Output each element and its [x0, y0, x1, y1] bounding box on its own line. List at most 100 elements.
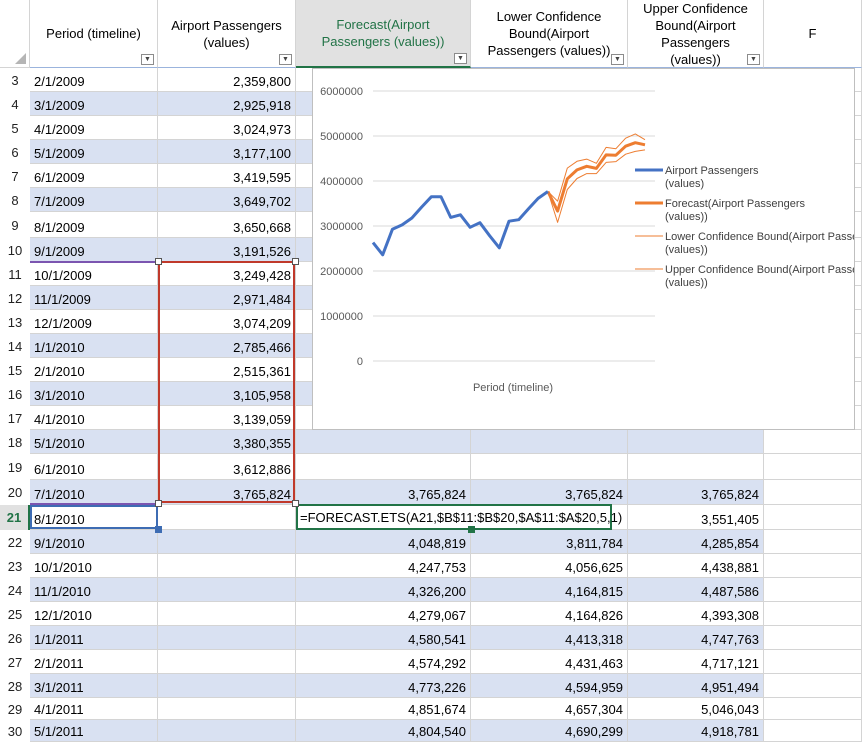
cell-b-row[interactable] — [158, 674, 296, 698]
cell-a-row[interactable]: 12/1/2009 — [30, 310, 158, 334]
cell-a-row[interactable]: 5/1/2010 — [30, 430, 158, 454]
range-handle[interactable] — [155, 526, 162, 533]
cell-d-row[interactable]: 3,765,824 — [471, 480, 628, 505]
cell-c-row[interactable] — [296, 454, 471, 480]
cell-e-row[interactable]: 4,285,854 — [628, 530, 764, 554]
row-header[interactable]: 5 — [0, 116, 30, 140]
cell-b-row[interactable]: 3,074,209 — [158, 310, 296, 334]
cell-d-row[interactable]: 4,164,826 — [471, 602, 628, 626]
fill-handle[interactable] — [468, 526, 475, 533]
header-forecast[interactable]: Forecast(Airport Passengers (values)) ▼ — [296, 0, 471, 68]
forecast-chart[interactable]: 6000000 5000000 4000000 3000000 2000000 10000… — [312, 68, 862, 430]
cell-a-row[interactable]: 5/1/2009 — [30, 140, 158, 164]
cell-b-row[interactable]: 2,971,484 — [158, 286, 296, 310]
cell-b-row[interactable] — [158, 602, 296, 626]
cell-e-row[interactable]: 3,765,824 — [628, 480, 764, 505]
row-header[interactable]: 30 — [0, 720, 30, 742]
cell-e-row[interactable] — [628, 430, 764, 454]
cell-f-row[interactable] — [764, 554, 862, 578]
row-header[interactable]: 24 — [0, 578, 30, 602]
row-header[interactable]: 8 — [0, 188, 30, 212]
cell-b-row[interactable] — [158, 530, 296, 554]
cell-f-row[interactable] — [764, 626, 862, 650]
cell-d-row[interactable]: 4,413,318 — [471, 626, 628, 650]
cell-e-row[interactable]: 4,487,586 — [628, 578, 764, 602]
cell-f-row[interactable] — [764, 430, 862, 454]
header-airport-passengers[interactable]: Airport Passengers (values) ▼ — [158, 0, 296, 68]
cell-b-row[interactable]: 3,105,958 — [158, 382, 296, 406]
cell-b-row[interactable] — [158, 505, 296, 530]
cell-c-row[interactable] — [296, 430, 471, 454]
cell-a-row[interactable]: 6/1/2009 — [30, 164, 158, 188]
column-header-f[interactable]: F — [764, 0, 862, 68]
row-header[interactable]: 13 — [0, 310, 30, 334]
cell-d-row[interactable] — [471, 430, 628, 454]
cell-a-row[interactable]: 7/1/2009 — [30, 188, 158, 212]
row-header[interactable]: 11 — [0, 262, 30, 286]
cell-b-row[interactable]: 2,925,918 — [158, 92, 296, 116]
cell-c-row[interactable]: 4,580,541 — [296, 626, 471, 650]
select-all-corner[interactable] — [0, 0, 30, 68]
cell-c-row[interactable]: 4,574,292 — [296, 650, 471, 674]
cell-f-row[interactable] — [764, 578, 862, 602]
cell-f-row[interactable] — [764, 720, 862, 742]
cell-f-row[interactable] — [764, 454, 862, 480]
cell-c-row[interactable]: 4,851,674 — [296, 698, 471, 720]
filter-dropdown-icon[interactable]: ▼ — [141, 54, 154, 65]
range-handle[interactable] — [155, 500, 162, 507]
cell-a-row[interactable]: 7/1/2010 — [30, 480, 158, 505]
row-header[interactable]: 23 — [0, 554, 30, 578]
row-header[interactable]: 7 — [0, 164, 30, 188]
cell-a-row[interactable]: 3/1/2009 — [30, 92, 158, 116]
cell-b-row[interactable]: 3,419,595 — [158, 164, 296, 188]
cell-a-row[interactable]: 11/1/2009 — [30, 286, 158, 310]
formula-cell-c21[interactable]: =FORECAST.ETS(A21,$B$11:$B$20,$A$11:$A$2… — [296, 504, 622, 530]
row-header[interactable]: 14 — [0, 334, 30, 358]
cell-a-row[interactable]: 8/1/2009 — [30, 212, 158, 238]
cell-e-row[interactable]: 5,046,043 — [628, 698, 764, 720]
cell-b-row[interactable] — [158, 626, 296, 650]
cell-c-row[interactable]: 4,326,200 — [296, 578, 471, 602]
row-header[interactable]: 27 — [0, 650, 30, 674]
cell-a-row[interactable]: 12/1/2010 — [30, 602, 158, 626]
range-handle[interactable] — [155, 258, 162, 265]
cell-b-row[interactable] — [158, 698, 296, 720]
row-header[interactable]: 17 — [0, 406, 30, 430]
cell-b-row[interactable]: 3,765,824 — [158, 480, 296, 505]
header-period[interactable]: Period (timeline) ▼ — [30, 0, 158, 68]
cell-b-row[interactable]: 3,649,702 — [158, 188, 296, 212]
row-header[interactable]: 3 — [0, 68, 30, 92]
row-header[interactable]: 22 — [0, 530, 30, 554]
cell-a-row[interactable]: 3/1/2011 — [30, 674, 158, 698]
row-header[interactable]: 15 — [0, 358, 30, 382]
row-header[interactable]: 10 — [0, 238, 30, 262]
cell-a-row[interactable]: 6/1/2010 — [30, 454, 158, 480]
row-header[interactable]: 21 — [0, 505, 30, 530]
cell-e-row[interactable]: 4,747,763 — [628, 626, 764, 650]
cell-f-row[interactable] — [764, 674, 862, 698]
cell-d-row[interactable]: 4,164,815 — [471, 578, 628, 602]
cell-b-row[interactable]: 3,612,886 — [158, 454, 296, 480]
row-header[interactable]: 9 — [0, 212, 30, 238]
row-header[interactable]: 16 — [0, 382, 30, 406]
cell-a-row[interactable]: 2/1/2010 — [30, 358, 158, 382]
row-header[interactable]: 6 — [0, 140, 30, 164]
cell-a-row[interactable]: 4/1/2010 — [30, 406, 158, 430]
cell-e-row[interactable]: 4,717,121 — [628, 650, 764, 674]
row-header[interactable]: 18 — [0, 430, 30, 454]
row-header[interactable]: 20 — [0, 480, 30, 505]
cell-a-row[interactable]: 2/1/2009 — [30, 68, 158, 92]
cell-a-row[interactable]: 10/1/2010 — [30, 554, 158, 578]
row-header[interactable]: 28 — [0, 674, 30, 698]
cell-b-row[interactable]: 3,380,355 — [158, 430, 296, 454]
cell-b-row[interactable]: 2,515,361 — [158, 358, 296, 382]
cell-d-row[interactable]: 4,690,299 — [471, 720, 628, 742]
cell-a-row[interactable]: 10/1/2009 — [30, 262, 158, 286]
filter-dropdown-icon[interactable]: ▼ — [611, 54, 624, 65]
cell-a-row[interactable]: 3/1/2010 — [30, 382, 158, 406]
cell-f-row[interactable] — [764, 650, 862, 674]
header-lower-bound[interactable]: Lower Confidence Bound(Airport Passenger… — [471, 0, 628, 68]
cell-b-row[interactable]: 3,139,059 — [158, 406, 296, 430]
cell-e-row[interactable]: 4,951,494 — [628, 674, 764, 698]
filter-dropdown-icon[interactable]: ▼ — [747, 54, 760, 65]
